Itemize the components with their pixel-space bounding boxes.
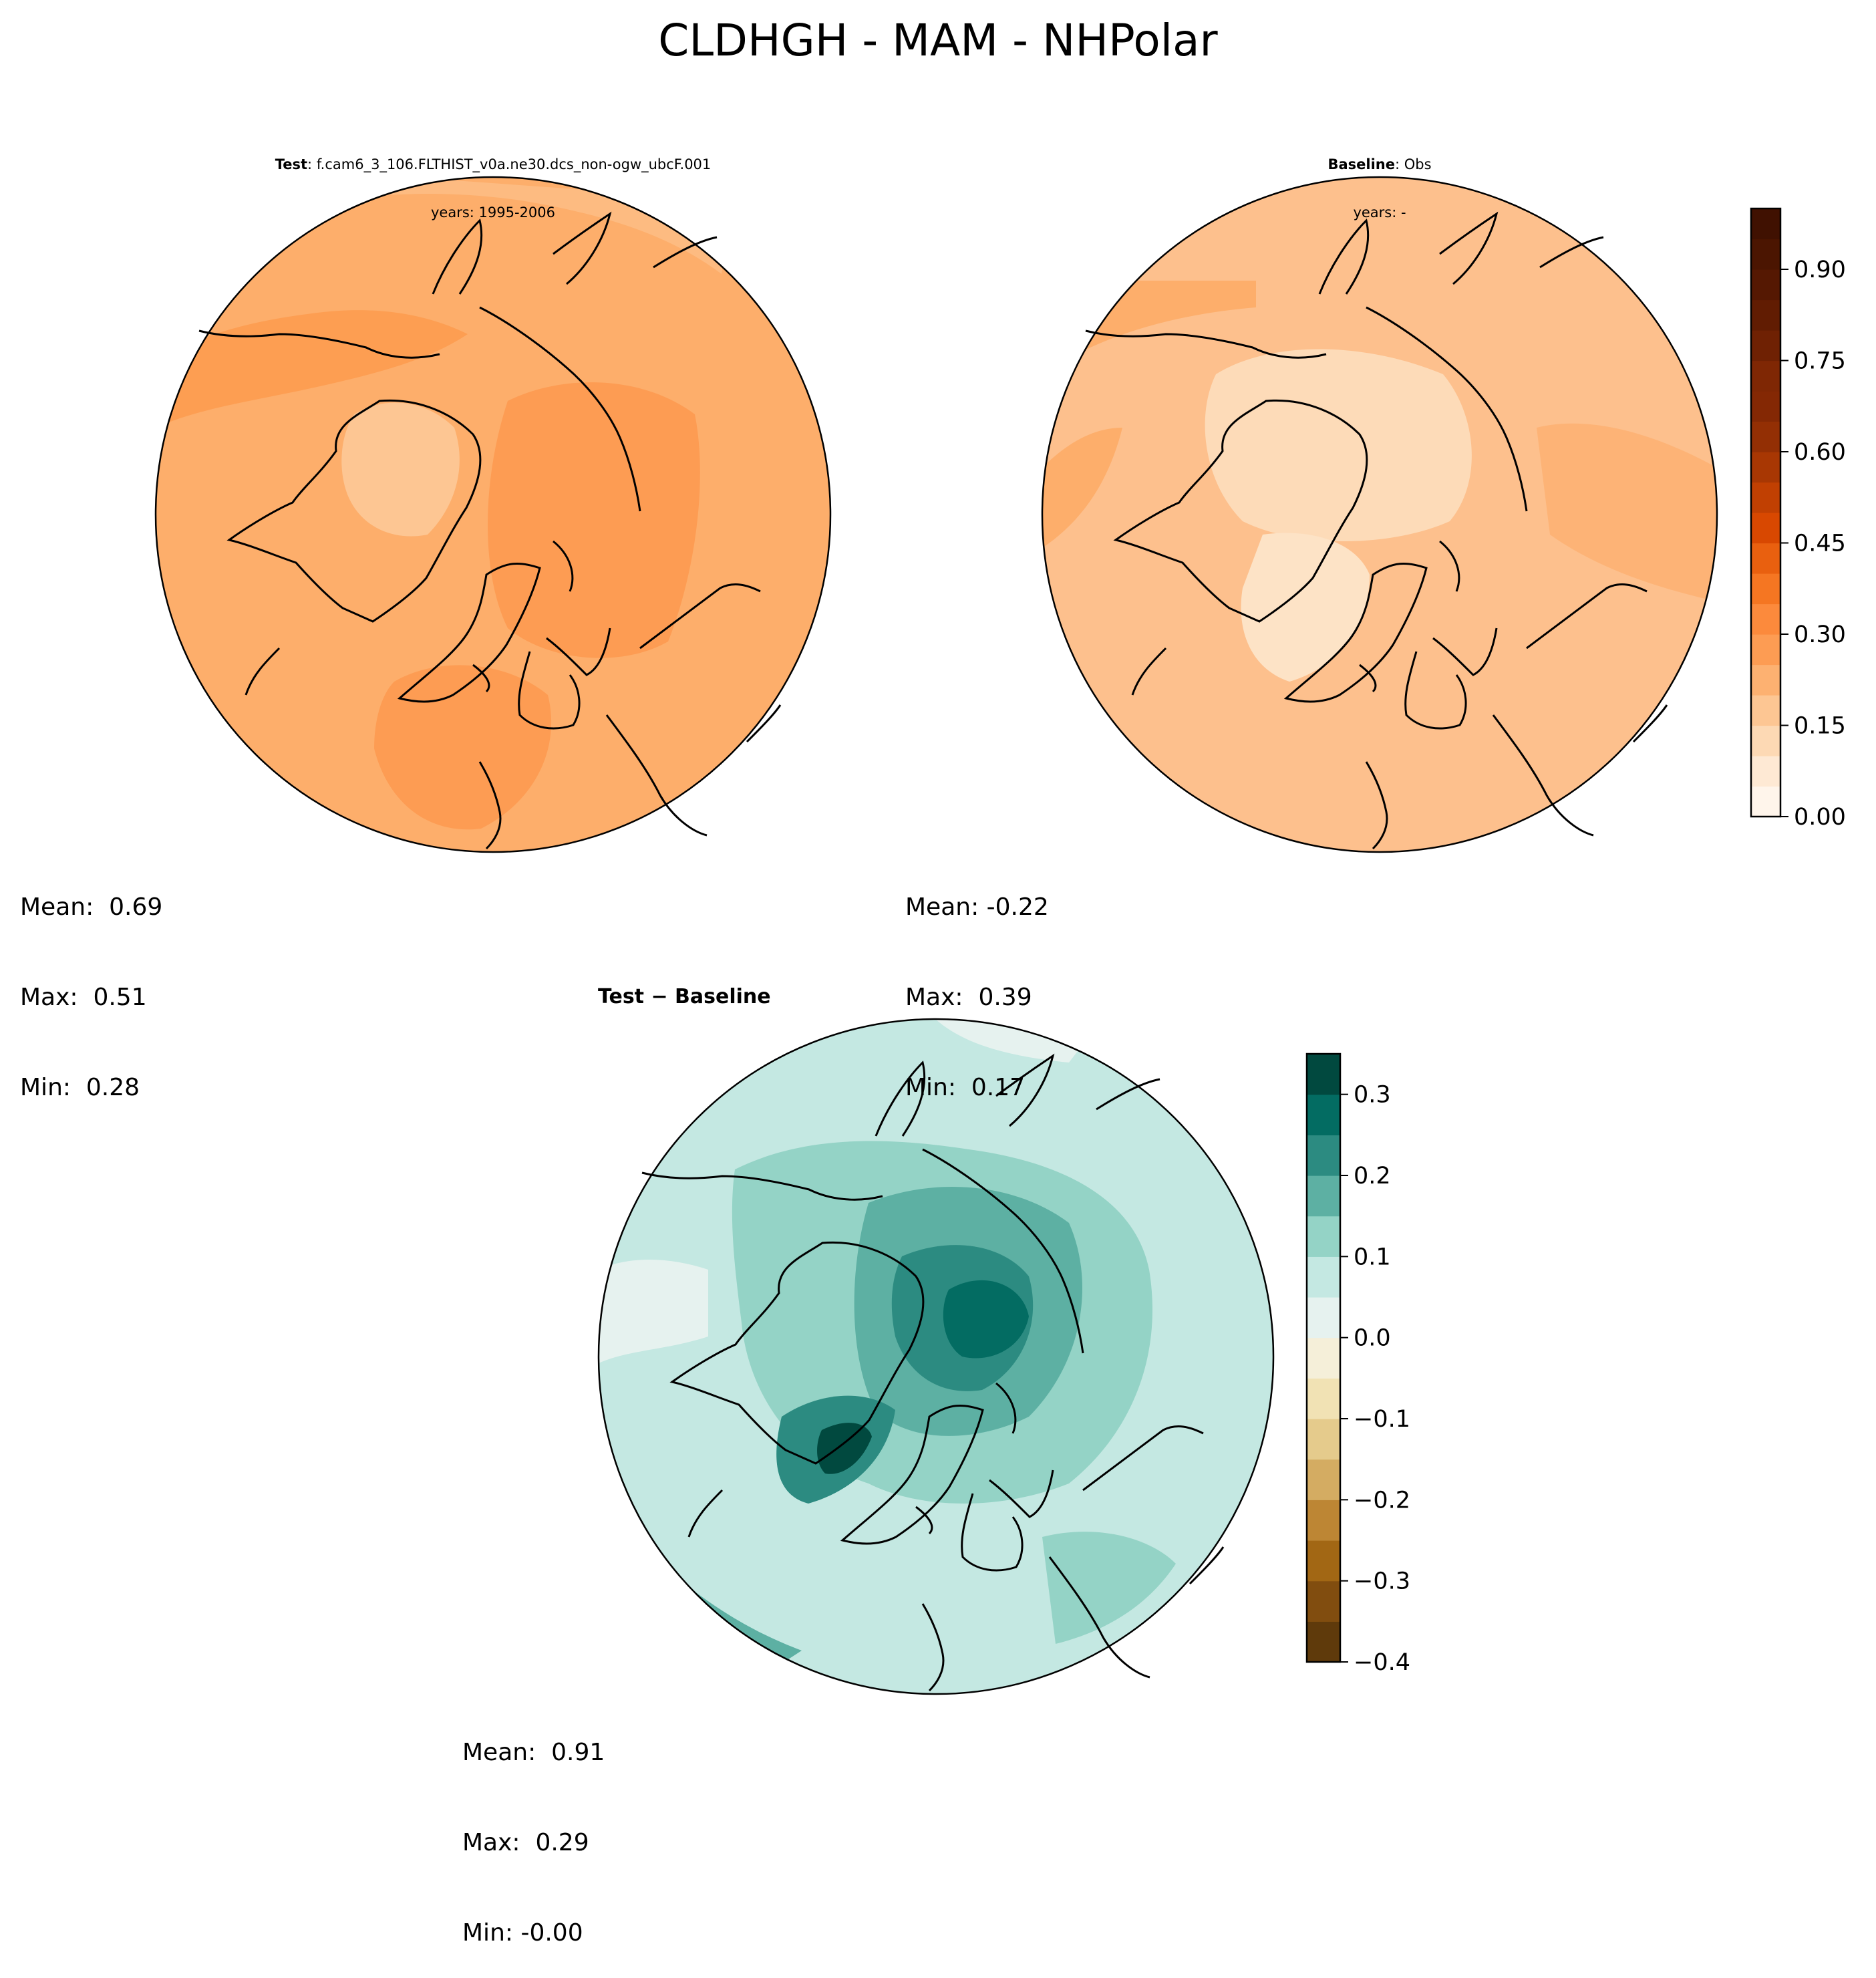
colorbar-absolute-swatch (1751, 695, 1780, 726)
test-years: years: 1995-2006 (430, 204, 555, 221)
colorbar-difference-tick-label: −0.4 (1354, 1649, 1410, 1676)
test-stat-min: Min: 0.28 (20, 1074, 140, 1101)
colorbar-difference-swatch (1307, 1216, 1340, 1257)
colorbar-difference-swatch (1307, 1540, 1340, 1582)
colorbar-absolute-swatch (1751, 664, 1780, 696)
baseline-years: years: - (1353, 204, 1406, 221)
colorbar-absolute-swatch (1751, 725, 1780, 756)
colorbar-difference-tick-label: −0.3 (1354, 1568, 1410, 1595)
colorbar-absolute-swatch (1751, 391, 1780, 422)
colorbar-absolute-swatch (1751, 603, 1780, 635)
colorbar-absolute-swatch (1751, 513, 1780, 544)
test-stat-mean: Mean: 0.69 (20, 893, 163, 921)
colorbar-absolute-swatch (1751, 543, 1780, 574)
test-stat-max: Max: 0.51 (20, 984, 147, 1011)
colorbar-absolute-swatch (1751, 239, 1780, 270)
colorbar-difference-swatch (1307, 1621, 1340, 1663)
colorbar-difference-tick-label: 0.0 (1354, 1325, 1391, 1352)
diff-stat-min: Min: -0.00 (462, 1919, 583, 1947)
figure: 0.000.150.300.450.600.750.90 −0.4−0.3−0.… (154, 176, 1846, 1695)
colorbar-absolute: 0.00 0.15 0.30 0.45 0.60 0.75 0.90 (1750, 207, 1846, 831)
baseline-label: Baseline (1327, 156, 1395, 172)
test-case: f.cam6_3_106.FLTHIST_v0a.ne30.dcs_non-og… (316, 156, 712, 172)
colorbar-absolute-swatch (1751, 452, 1780, 483)
test-map (154, 176, 832, 853)
figure-title: CLDHGH - MAM - NHPolar (658, 15, 1218, 66)
colorbar-difference-tick-label: 0.1 (1354, 1244, 1391, 1270)
colorbar-difference-swatch (1307, 1094, 1340, 1135)
colorbar-difference-swatch (1307, 1054, 1340, 1095)
test-sep: : (307, 156, 317, 172)
diff-map (597, 1018, 1275, 1695)
colorbar-absolute-swatch (1751, 299, 1780, 331)
test-stats: Mean: 0.69 Max: 0.51 Min: 0.28 (20, 832, 162, 1133)
baseline-stats: Mean: -0.22 Max: 0.39 Min: 0.17 (905, 832, 1049, 1133)
baseline-stat-min: Min: 0.17 (905, 1074, 1026, 1101)
colorbar-absolute-tick-label: 0.90 (1794, 257, 1846, 283)
colorbar-absolute-tick-label: 0.75 (1794, 348, 1846, 375)
colorbar-absolute-tick-label: 0.60 (1794, 439, 1846, 466)
colorbar-absolute-swatch (1751, 756, 1780, 787)
colorbar-absolute-tick-label: 0.45 (1794, 531, 1846, 557)
baseline-stat-max: Max: 0.39 (905, 984, 1032, 1011)
colorbar-absolute-tick-label: 0.30 (1794, 621, 1846, 648)
colorbar-difference-tick-label: 0.3 (1354, 1082, 1391, 1109)
colorbar-absolute-swatch (1751, 208, 1780, 240)
baseline-case: Obs (1404, 156, 1432, 172)
colorbar-difference-swatch (1307, 1459, 1340, 1500)
colorbar-absolute-swatch (1751, 573, 1780, 605)
test-label: Test (275, 156, 308, 172)
colorbar-difference: −0.4 −0.3 −0.2 −0.1 0.0 0.1 0.2 0.3 (1305, 1052, 1410, 1676)
colorbar-absolute-frame (1750, 207, 1782, 818)
colorbar-absolute-swatch (1751, 482, 1780, 513)
colorbar-absolute-swatch (1751, 330, 1780, 362)
colorbar-difference-frame (1305, 1052, 1342, 1663)
colorbar-absolute-swatch (1751, 360, 1780, 392)
colorbar-difference-tick-label: 0.2 (1354, 1163, 1391, 1189)
diff-panel-title: Test − Baseline (598, 985, 771, 1008)
diff-stats: Mean: 0.91 Max: 0.29 Min: -0.00 (462, 1677, 605, 1978)
colorbar-absolute-swatch (1751, 421, 1780, 452)
colorbar-difference-swatch (1307, 1175, 1340, 1217)
test-map-border (154, 176, 832, 853)
diff-stat-max: Max: 0.29 (462, 1829, 589, 1856)
colorbar-absolute-swatch (1751, 634, 1780, 666)
colorbar-difference-swatch (1307, 1135, 1340, 1176)
baseline-map-border (1041, 176, 1718, 853)
colorbar-absolute-swatch (1751, 269, 1780, 301)
baseline-stat-mean: Mean: -0.22 (905, 893, 1049, 921)
colorbar-absolute-tick-label: 0.15 (1794, 713, 1846, 740)
baseline-panel-title: Baseline: Obs years: - (1179, 124, 1580, 237)
colorbar-absolute-tick-label: 0.00 (1794, 804, 1846, 831)
diff-stat-mean: Mean: 0.91 (462, 1739, 605, 1766)
colorbar-difference-swatch (1307, 1256, 1340, 1298)
colorbar-difference-swatch (1307, 1337, 1340, 1379)
diff-map-border (597, 1018, 1275, 1695)
colorbar-difference-tick-label: −0.2 (1354, 1487, 1410, 1514)
baseline-map (1041, 176, 1718, 853)
colorbar-difference-tick-label: −0.1 (1354, 1406, 1410, 1433)
colorbar-difference-swatch (1307, 1297, 1340, 1338)
colorbar-absolute-swatch (1751, 786, 1780, 817)
colorbar-difference-swatch (1307, 1580, 1340, 1622)
colorbar-difference-swatch (1307, 1419, 1340, 1460)
colorbar-difference-swatch (1307, 1500, 1340, 1541)
test-panel-title: Test: f.cam6_3_106.FLTHIST_v0a.ne30.dcs_… (159, 124, 827, 237)
colorbar-difference-swatch (1307, 1378, 1340, 1419)
baseline-sep: : (1394, 156, 1404, 172)
